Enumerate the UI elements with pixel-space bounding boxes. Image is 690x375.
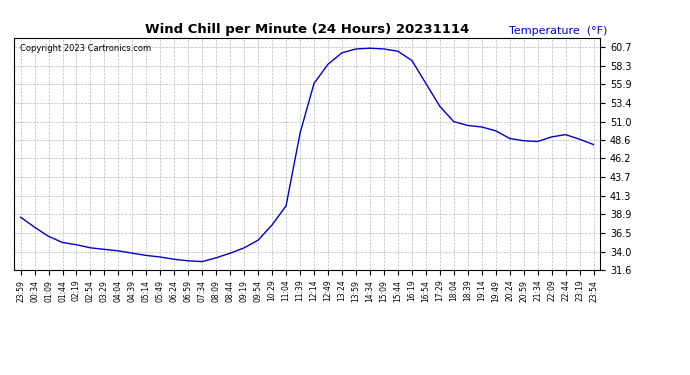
Text: Temperature  (°F): Temperature (°F) [509, 26, 607, 36]
Text: Copyright 2023 Cartronics.com: Copyright 2023 Cartronics.com [19, 45, 151, 54]
Title: Wind Chill per Minute (24 Hours) 20231114: Wind Chill per Minute (24 Hours) 2023111… [145, 23, 469, 36]
